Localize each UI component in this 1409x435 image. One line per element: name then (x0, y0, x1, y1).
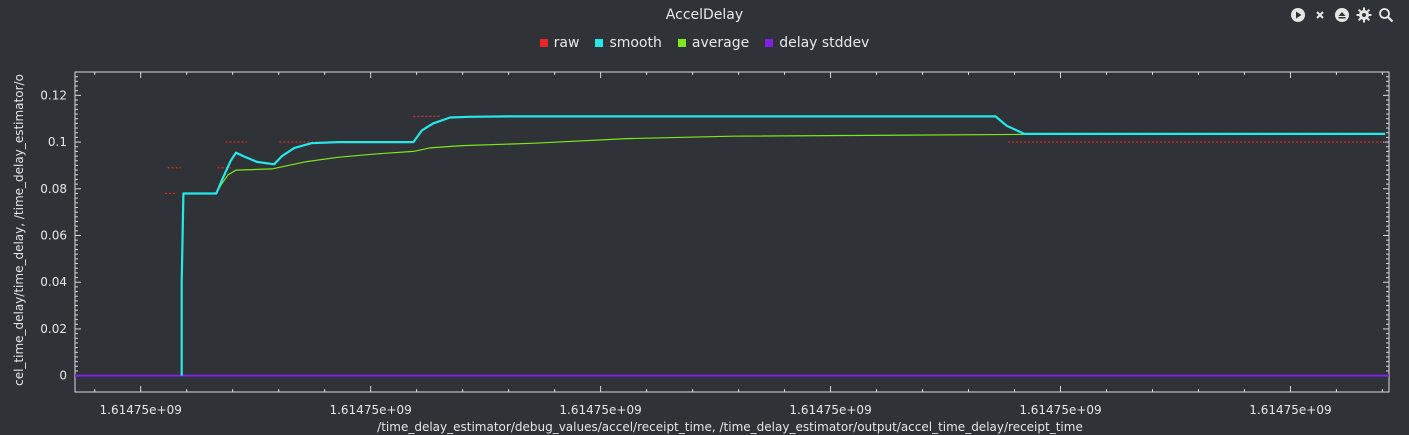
x-tick-label: 1.61475e+09 (329, 403, 411, 417)
x-axis-label: /time_delay_estimator/debug_values/accel… (377, 420, 1083, 434)
legend-label-delay-stddev: delay stddev (779, 35, 870, 51)
eject-button[interactable] (1333, 6, 1351, 24)
legend-swatch-average (677, 39, 686, 47)
legend-swatch-raw (539, 39, 548, 47)
zoom-button[interactable] (1377, 6, 1395, 24)
settings-button[interactable] (1355, 6, 1373, 24)
y-tick-label: 0.1 (48, 135, 67, 149)
play-icon (1291, 8, 1305, 22)
axes-border (74, 71, 1390, 393)
y-tick-label: 0.08 (40, 182, 67, 196)
zoom-icon (1379, 8, 1394, 23)
play-button[interactable] (1289, 6, 1307, 24)
legend-item-raw[interactable]: raw (539, 35, 580, 51)
y-tick-label: 0.04 (40, 275, 67, 289)
y-tick-label: 0.12 (40, 88, 67, 102)
legend-label-raw: raw (553, 35, 580, 51)
legend-item-delay-stddev[interactable]: delay stddev (765, 35, 869, 51)
close-icon (1316, 11, 1324, 19)
clear-button[interactable] (1311, 6, 1329, 24)
legend-label-average: average (691, 35, 750, 51)
series-layer (75, 115, 1389, 377)
chart-title: AccelDelay (665, 7, 744, 23)
eject-icon (1335, 8, 1349, 22)
y-axis: 0 0.02 0.04 0.06 0.08 0.1 0.12 (40, 71, 1389, 383)
x-axis: 1.61475e+09 1.61475e+09 1.61475e+09 1.61475… (94, 72, 1383, 417)
legend-swatch-delay-stddev (765, 39, 774, 47)
x-tick-label: 1.61475e+09 (789, 403, 871, 417)
y-tick-label: 0 (59, 369, 67, 383)
plot-toolbar (1289, 6, 1395, 24)
axes-frame (74, 71, 1390, 393)
legend-item-smooth[interactable]: smooth (595, 35, 662, 51)
legend-item-average[interactable]: average (677, 35, 750, 51)
x-tick-label: 1.61475e+09 (1019, 403, 1101, 417)
x-tick-label: 1.61475e+09 (1249, 403, 1331, 417)
legend: raw smooth average delay stddev (0, 35, 1409, 51)
gear-icon (1356, 7, 1372, 23)
legend-label-smooth: smooth (609, 35, 662, 51)
y-tick-label: 0.06 (40, 229, 67, 243)
x-tick-label: 1.61475e+09 (100, 403, 182, 417)
x-tick-label: 1.61475e+09 (559, 403, 641, 417)
y-axis-label: cel_time_delay/time_delay, /time_delay_e… (12, 74, 26, 386)
series-average-line (181, 133, 1386, 376)
y-tick-label: 0.02 (40, 322, 67, 336)
legend-swatch-smooth (595, 39, 604, 47)
series-smooth-line (180, 115, 1386, 376)
